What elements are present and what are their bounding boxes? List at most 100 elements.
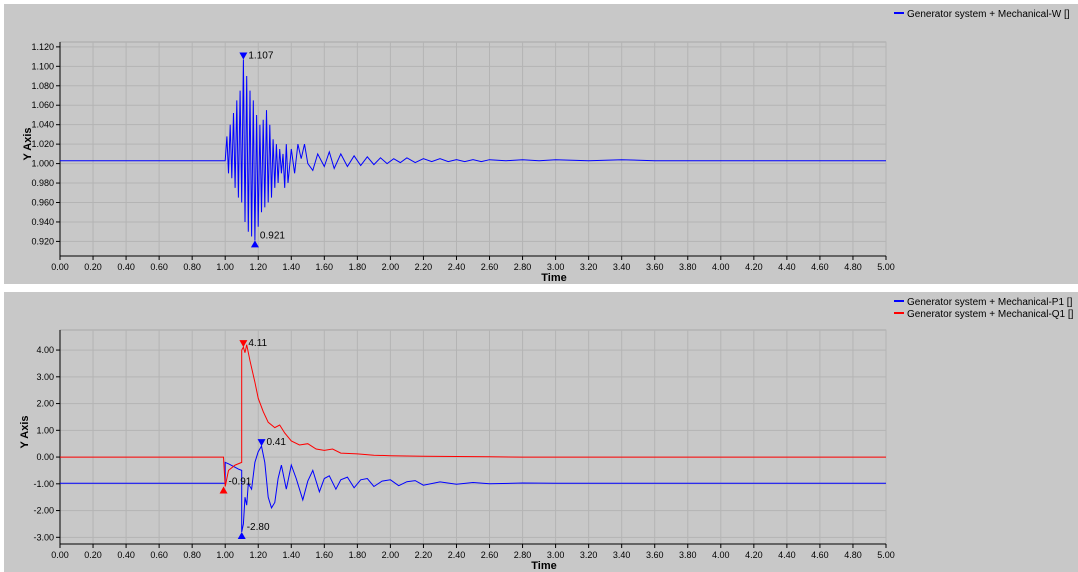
x-tick-label: 3.80 [679,550,697,560]
chart-p1-q1: 0.00 0.20 0.40 0.60 0.80 1.00 1.20 1.40 1.60 1.80… [19,297,1074,572]
peak-label: 0.41 [267,437,287,448]
peak-marker [239,52,248,60]
x-tick-label: 1.80 [349,262,367,272]
x-tick-label: 2.00 [382,550,400,560]
y-tick-label: 1.100 [31,61,54,71]
y-tick-label: -2.00 [33,506,54,516]
chart-panel-top: 0.00 0.20 0.40 0.60 0.80 1.00 1.20 1.40 1.60 1.80… [4,4,1078,284]
x-tick-label: 0.60 [150,550,168,560]
x-tick-label: 2.00 [382,262,400,272]
x-tick-label: 3.40 [613,262,631,272]
x-tick-label: 3.20 [580,262,598,272]
y-tick-label: 2.00 [36,399,54,409]
series-line-1 [60,344,886,487]
y-tick-label: 1.000 [31,159,54,169]
x-tick-label: 4.00 [712,262,730,272]
y-axis-title: Y Axis [22,127,34,160]
peak-marker [257,439,266,447]
x-tick-label: 0.80 [183,262,201,272]
x-tick-label: 2.60 [481,550,499,560]
x-tick-label: 4.20 [745,262,763,272]
series-group [60,344,886,533]
y-tick-label: -3.00 [33,532,54,542]
y-tick-label: 1.00 [36,425,54,435]
x-tick-label: 0.00 [51,550,69,560]
y-tick-label: 0.920 [31,236,54,246]
y-tick-label: 0.00 [36,452,54,462]
x-tick-label: 2.40 [448,262,466,272]
x-tick-label: 3.00 [547,550,565,560]
x-tick-label: 4.40 [778,262,796,272]
x-tick-label: 0.20 [84,550,102,560]
chart-panel-bottom: 0.00 0.20 0.40 0.60 0.80 1.00 1.20 1.40 1.60 1.80… [4,292,1078,572]
x-tick-label: 3.20 [580,550,598,560]
x-tick-label: 2.80 [514,550,532,560]
x-tick-label: 2.20 [415,262,433,272]
y-tick-label: -1.00 [33,479,54,489]
y-tick-label: 0.980 [31,178,54,188]
x-tick-label: 0.40 [117,550,135,560]
x-tick-label: 5.00 [877,262,895,272]
y-tick-label: 3.00 [36,372,54,382]
x-tick-label: 2.20 [415,550,433,560]
peak-label: 0.921 [260,230,285,241]
x-tick-label: 4.60 [811,262,829,272]
x-tick-label: 1.60 [316,262,334,272]
x-tick-label: 2.40 [448,550,466,560]
axes: 0.00 0.20 0.40 0.60 0.80 1.00 1.20 1.40 1.60 1.80… [31,42,894,272]
chart-w: 0.00 0.20 0.40 0.60 0.80 1.00 1.20 1.40 1.60 1.80… [22,9,1070,284]
x-tick-label: 4.80 [844,550,862,560]
x-tick-label: 4.20 [745,550,763,560]
series-group [60,59,886,241]
grid [59,42,887,256]
y-tick-label: 1.040 [31,120,54,130]
peak-label: 4.11 [248,338,267,349]
x-tick-label: 4.40 [778,550,796,560]
plot-area [59,329,887,545]
y-tick-label: 0.940 [31,217,54,227]
peak-marker [250,240,259,248]
x-tick-label: 0.80 [183,550,201,560]
annotations: 1.107 0.921 [239,51,285,248]
peak-label: 1.107 [248,51,273,62]
y-tick-label: 1.080 [31,81,54,91]
axes: 0.00 0.20 0.40 0.60 0.80 1.00 1.20 1.40 1.60 1.80… [33,330,895,560]
peak-marker [237,531,246,539]
y-tick-label: 1.020 [31,139,54,149]
x-tick-label: 1.00 [216,262,234,272]
x-tick-label: 2.60 [481,262,499,272]
x-axis-title: Time [541,272,566,284]
x-tick-label: 1.60 [316,550,334,560]
annotations: 4.11 0.41 -0.91 -2.80 [219,338,287,539]
legend-label: Generator system + Mechanical-Q1 [] [907,309,1074,320]
x-axis-title: Time [531,560,556,572]
legend-label: Generator system + Mechanical-W [] [907,9,1070,20]
peak-label: -0.91 [229,476,252,487]
x-tick-label: 1.40 [283,550,301,560]
series-line-0 [60,59,886,241]
y-tick-label: 4.00 [36,345,54,355]
x-tick-label: 3.00 [547,262,565,272]
x-tick-label: 3.80 [679,262,697,272]
x-tick-label: 1.40 [283,262,301,272]
x-tick-label: 3.60 [646,262,664,272]
x-tick-label: 3.40 [613,550,631,560]
legend-label: Generator system + Mechanical-P1 [] [907,297,1073,308]
y-axis-title: Y Axis [19,415,31,448]
peak-marker [239,340,248,348]
peak-marker [219,486,228,494]
x-tick-label: 4.60 [811,550,829,560]
peak-label: -2.80 [247,522,270,533]
y-tick-label: 1.060 [31,100,54,110]
x-tick-label: 0.60 [150,262,168,272]
x-tick-label: 1.20 [249,262,267,272]
x-tick-label: 1.00 [216,550,234,560]
y-tick-label: 1.120 [31,42,54,52]
x-tick-label: 2.80 [514,262,532,272]
y-tick-label: 0.960 [31,198,54,208]
x-tick-label: 1.80 [349,550,367,560]
plot-area [59,41,887,257]
x-tick-label: 1.20 [249,550,267,560]
x-tick-label: 3.60 [646,550,664,560]
x-tick-label: 0.00 [51,262,69,272]
